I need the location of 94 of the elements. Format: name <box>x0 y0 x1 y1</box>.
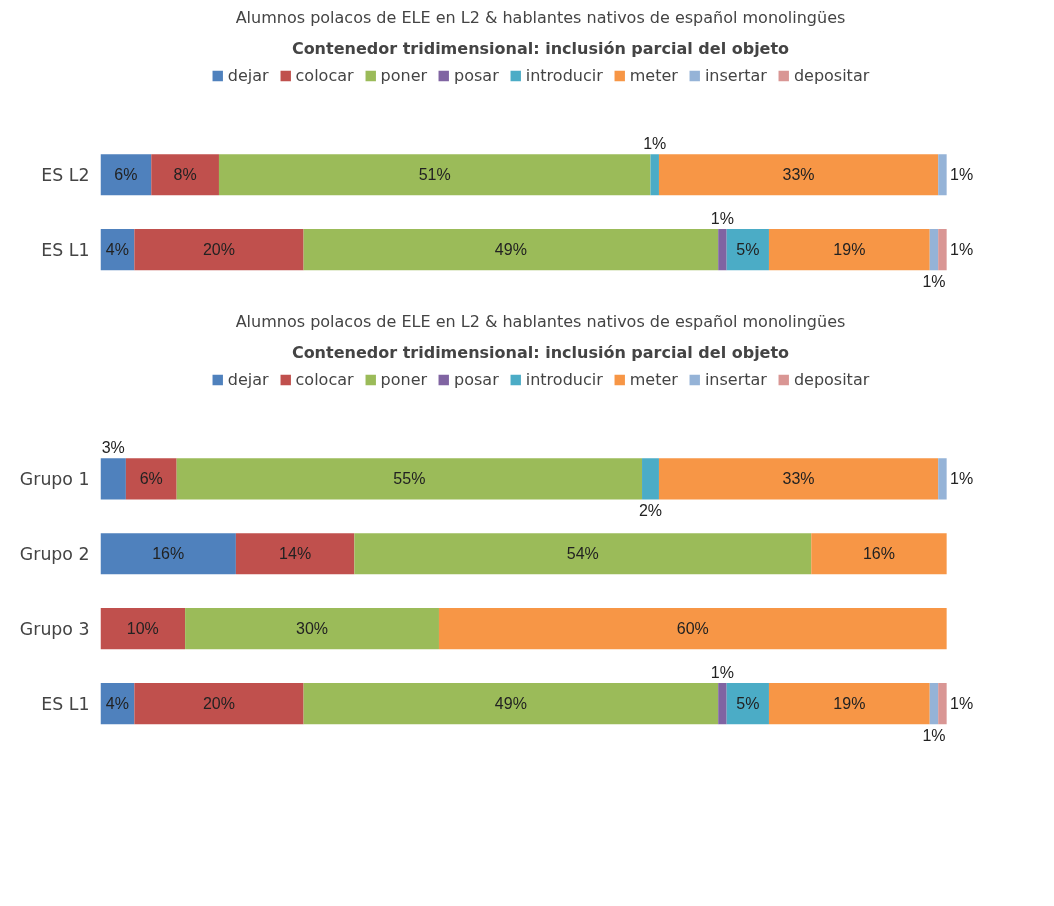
legend-label: introducir <box>525 370 603 389</box>
y-tick-label: ES L1 <box>41 239 90 260</box>
legend-label: colocar <box>295 66 354 85</box>
data-label: 10% <box>126 620 159 638</box>
bar <box>176 458 643 500</box>
legend-label: meter <box>629 66 678 85</box>
legend-label: insertar <box>704 370 767 389</box>
bar <box>100 154 152 196</box>
data-label: 5% <box>736 695 760 713</box>
chart-subtitle: Contenedor tridimensional: inclusión parcial del objeto <box>291 342 790 362</box>
data-label: 4% <box>105 695 129 713</box>
bar <box>938 229 947 271</box>
bar <box>134 229 304 271</box>
y-tick-label: Grupo 1 <box>19 468 90 489</box>
bar <box>726 682 769 725</box>
bar <box>938 682 947 725</box>
bar <box>811 533 947 575</box>
bar <box>235 533 355 575</box>
data-label: 1% <box>950 695 974 713</box>
bar <box>100 458 126 500</box>
bar <box>938 458 947 500</box>
data-label: 20% <box>202 241 235 259</box>
bar <box>938 154 947 196</box>
bar <box>726 229 769 271</box>
data-label: 33% <box>782 166 815 184</box>
bar <box>718 229 727 271</box>
bar <box>151 154 219 196</box>
data-label: 33% <box>782 470 815 488</box>
bar <box>929 682 939 725</box>
data-label: 60% <box>676 620 709 638</box>
bar <box>768 682 930 725</box>
data-label: 3% <box>101 438 125 456</box>
bar <box>768 229 930 271</box>
legend-label: depositar <box>793 370 870 389</box>
y-tick-label: ES L1 <box>41 693 90 714</box>
data-label: 1% <box>950 470 974 488</box>
legend-label: dejar <box>227 370 269 389</box>
data-label: 49% <box>494 241 527 259</box>
y-tick-label: Grupo 2 <box>19 543 90 564</box>
bar <box>185 608 439 650</box>
legend-label: posar <box>454 370 499 389</box>
bar <box>658 458 939 500</box>
legend-label: depositar <box>793 66 870 85</box>
data-label: 1% <box>922 726 946 744</box>
legend-label: introducir <box>525 66 603 85</box>
legend-label: meter <box>629 370 678 389</box>
data-label: 19% <box>833 695 866 713</box>
data-label: 54% <box>566 545 599 563</box>
legend-label: poner <box>380 370 428 389</box>
y-tick-label: Grupo 3 <box>19 618 90 639</box>
data-label: 1% <box>710 209 734 227</box>
bar <box>354 533 812 575</box>
bar <box>100 533 236 575</box>
data-label: 19% <box>833 241 866 259</box>
data-label: 49% <box>494 695 527 713</box>
data-label: 14% <box>279 545 312 563</box>
bar <box>929 229 939 271</box>
bar <box>134 682 304 725</box>
data-label: 1% <box>710 663 734 681</box>
bar <box>303 682 719 725</box>
data-label: 20% <box>202 695 235 713</box>
bar <box>718 682 727 725</box>
data-label: 1% <box>950 166 974 184</box>
data-label: 51% <box>418 166 451 184</box>
data-label: 6% <box>139 470 163 488</box>
chart-title: Alumnos polacos de ELE en L2 & hablantes nativos de español monolingües <box>235 311 846 331</box>
data-label: 8% <box>173 166 197 184</box>
legend-label: dejar <box>227 66 269 85</box>
bar <box>650 154 659 196</box>
bar <box>438 608 947 650</box>
data-label: 30% <box>296 620 329 638</box>
legend-label: posar <box>454 66 499 85</box>
data-label: 55% <box>393 470 426 488</box>
data-label: 16% <box>862 545 895 563</box>
chart-subtitle: Contenedor tridimensional: inclusión parcial del objeto <box>291 38 790 58</box>
bar <box>303 229 719 271</box>
data-label: 6% <box>114 166 138 184</box>
data-label: 2% <box>638 501 663 519</box>
data-label: 1% <box>950 241 974 259</box>
legend-label: colocar <box>295 370 354 389</box>
legend-label: insertar <box>704 66 767 85</box>
data-label: 4% <box>105 241 129 259</box>
bar <box>100 608 186 650</box>
data-label: 5% <box>736 241 760 259</box>
data-label: 1% <box>922 272 946 290</box>
bar <box>658 154 939 196</box>
bar <box>642 458 659 500</box>
bar <box>125 458 177 500</box>
chart-title: Alumnos polacos de ELE en L2 & hablantes nativos de español monolingües <box>235 7 846 27</box>
bar <box>218 154 651 196</box>
y-tick-label: ES L2 <box>41 164 90 185</box>
data-label: 1% <box>643 134 667 152</box>
data-label: 16% <box>152 545 185 563</box>
legend-label: poner <box>380 66 428 85</box>
